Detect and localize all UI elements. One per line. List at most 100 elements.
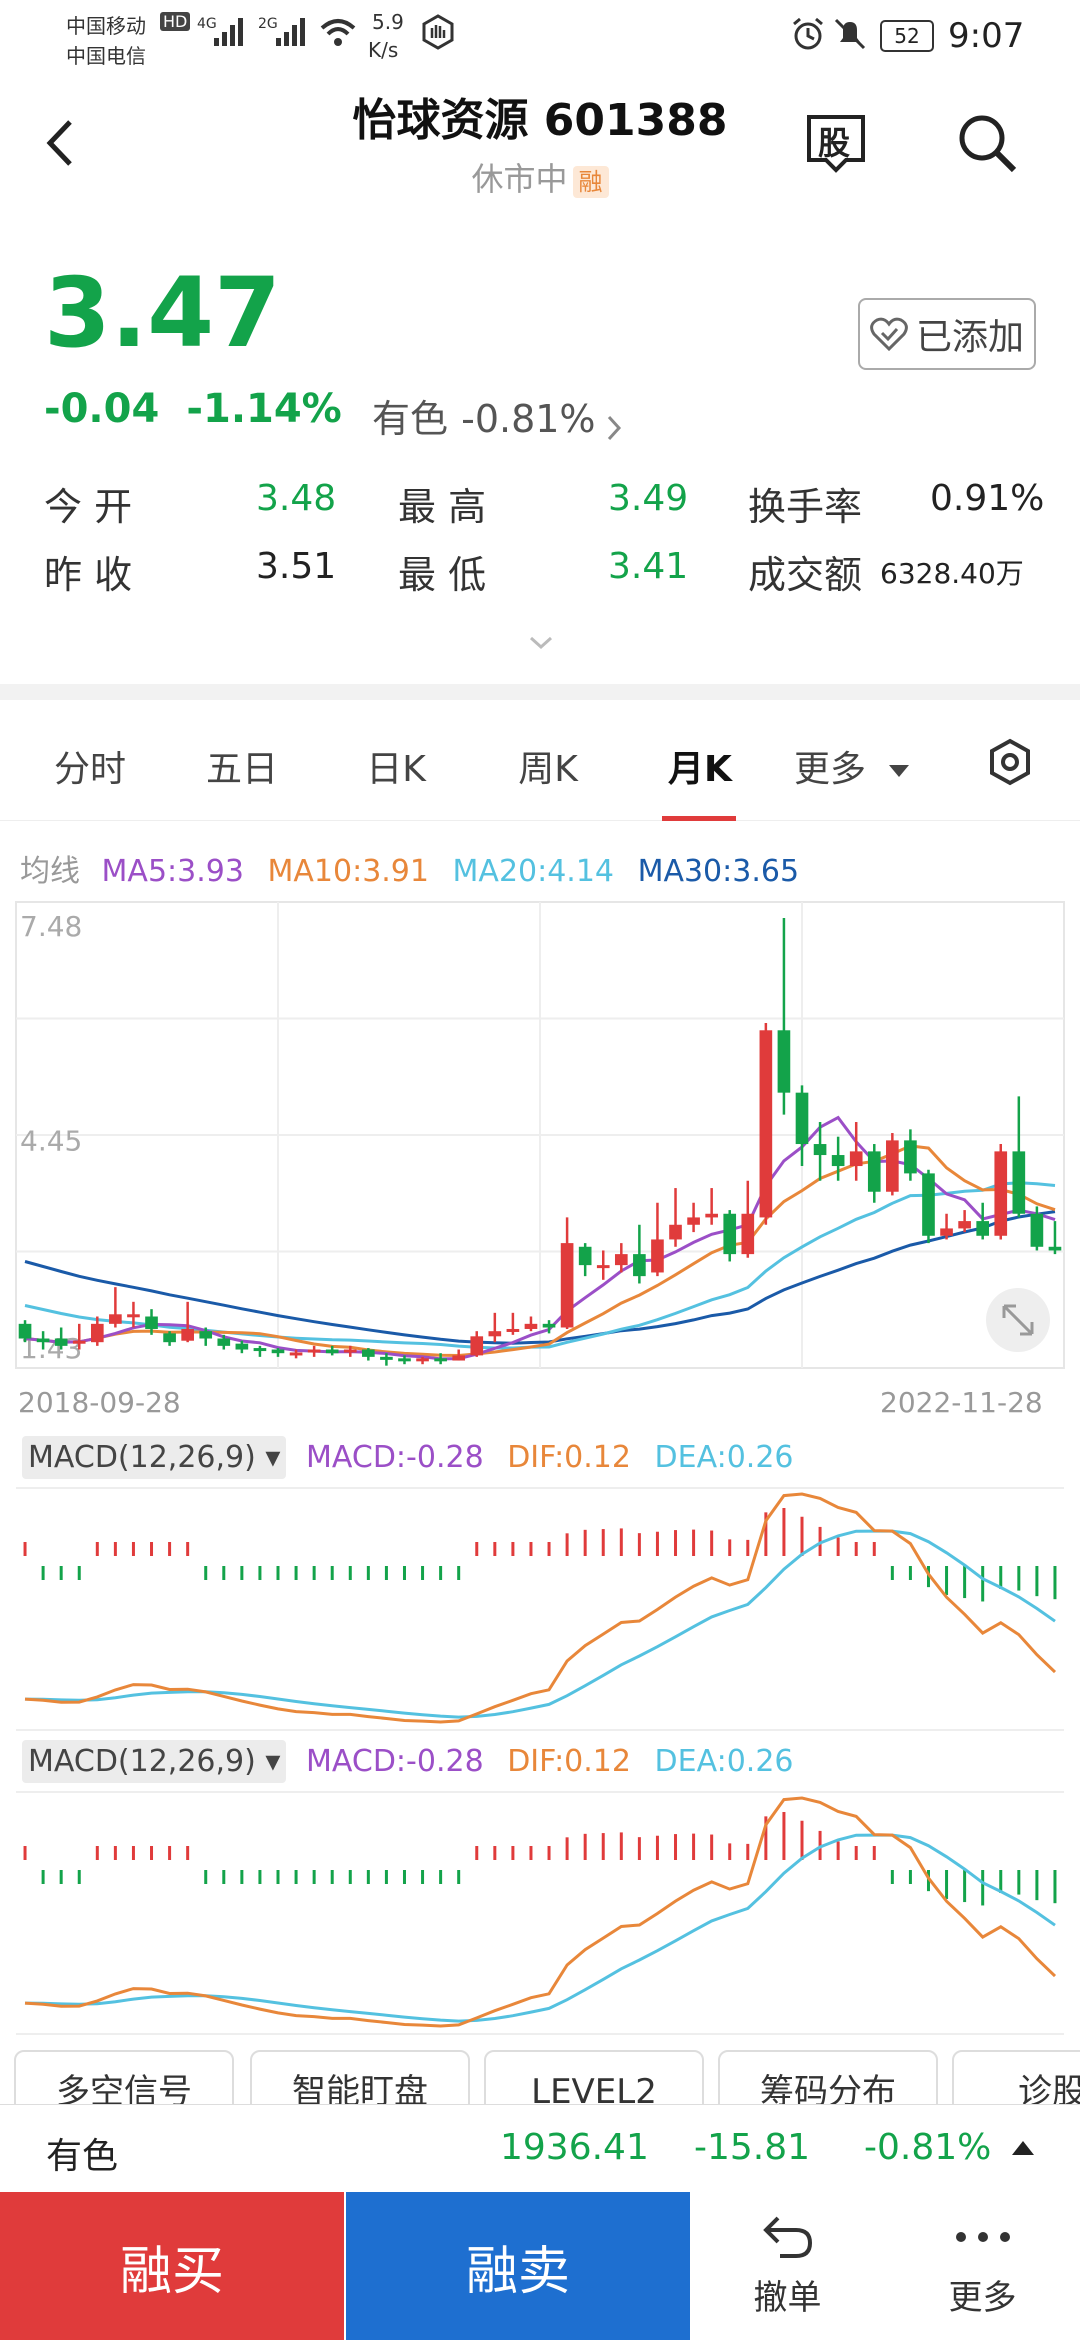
candle-body	[831, 1155, 845, 1167]
stat-value-amount: 6328.40万	[880, 557, 1024, 590]
margin-buy-button[interactable]: 融买	[0, 2192, 344, 2340]
candle-body	[723, 1213, 737, 1255]
ma5-value: MA5:3.93	[101, 854, 244, 889]
candle-body	[54, 1338, 68, 1346]
sector-change: -0.81%	[461, 397, 596, 441]
y-tick-label: 7.48	[20, 910, 82, 943]
candle-body	[705, 1213, 718, 1218]
current-price: 3.47	[44, 257, 281, 369]
battery-icon: 52	[880, 20, 934, 52]
sector-label: 有色	[372, 397, 449, 441]
tab-daily-k[interactable]: 日K	[366, 749, 426, 790]
candle-body	[90, 1323, 104, 1343]
back-icon[interactable]	[40, 118, 80, 168]
expand-up-icon[interactable]	[1010, 2137, 1036, 2159]
macd-value-2: MACD:-0.28	[306, 1744, 484, 1779]
macd-legend-2: MACD(12,26,9) ▾ MACD:-0.28 DIF:0.12 DEA:…	[22, 1740, 794, 1783]
candle-body	[867, 1151, 881, 1192]
more-label: 更多	[948, 2277, 1017, 2318]
active-tab-indicator	[662, 816, 736, 821]
candle-body	[849, 1151, 863, 1167]
tab-monthly-k[interactable]: 月K	[668, 749, 732, 790]
candle-body	[542, 1323, 556, 1328]
dif-value-1: DIF:0.12	[507, 1440, 631, 1475]
search-icon[interactable]	[956, 112, 1018, 174]
section-divider	[0, 684, 1080, 700]
function-button-row: 多空信号 智能盯盘 LEVEL2 筹码分布 诊股	[0, 2050, 1080, 2104]
net-speed-unit: K/s	[368, 38, 399, 62]
dea-value-2: DEA:0.26	[654, 1744, 794, 1779]
mute-icon	[834, 18, 866, 50]
margin-buy-label: 融买	[119, 2241, 224, 2302]
candle-body	[434, 1358, 447, 1362]
tab-weekly-k[interactable]: 周K	[518, 749, 578, 790]
macd-params-1: MACD(12,26,9)	[28, 1440, 256, 1475]
ma30-line	[24, 1210, 1056, 1345]
candle-body	[940, 1228, 953, 1236]
macd-chart-1[interactable]	[0, 1486, 1080, 1732]
tab-intraday[interactable]: 分时	[53, 749, 126, 790]
stat-value-low: 3.41	[608, 546, 689, 587]
chevron-right-icon	[607, 415, 621, 440]
more-dots-icon	[955, 2231, 1010, 2242]
change-percent: -1.14%	[186, 386, 342, 432]
ma-legend: 均线 MA5:3.93 MA10:3.91 MA20:4.14 MA30:3.6…	[20, 846, 799, 890]
expand-chevron-icon[interactable]	[528, 634, 554, 652]
dif-line	[24, 1492, 1057, 1724]
ma5-line	[24, 1115, 1056, 1361]
diagnose-stock-button[interactable]: 诊股	[952, 2050, 1080, 2104]
candle-body	[1048, 1246, 1062, 1251]
macd-selector-1[interactable]: MACD(12,26,9) ▾	[22, 1436, 287, 1479]
candle-body	[470, 1336, 484, 1356]
ma10-value: MA10:3.91	[267, 854, 429, 889]
long-short-signal-button[interactable]: 多空信号	[14, 2050, 234, 2104]
stats-grid: 今 开 3.48 最 高 3.49 换手率 0.91% 昨 收 3.51 最 低…	[0, 470, 1080, 600]
candle-body	[958, 1221, 971, 1229]
smart-watch-button[interactable]: 智能盯盘	[250, 2050, 470, 2104]
more-menu-button[interactable]: 更多	[885, 2192, 1080, 2340]
chart-tabs: 分时 五日 日K 周K 月K 更多	[0, 700, 1080, 821]
candle-body	[18, 1323, 32, 1339]
cancel-order-label: 撤单	[753, 2277, 822, 2318]
stat-value-open: 3.48	[256, 478, 337, 519]
candle-body	[669, 1224, 682, 1240]
candle-body	[289, 1352, 303, 1356]
network-4g: 4G	[197, 16, 217, 32]
added-watchlist-button[interactable]: 已添加	[858, 298, 1036, 370]
macd-selector-2[interactable]: MACD(12,26,9) ▾	[22, 1740, 287, 1783]
monthly-k-chart[interactable]: 7.484.451.43	[0, 900, 1080, 1370]
stock-info-button[interactable]: 股	[806, 114, 866, 173]
candle-body	[651, 1239, 664, 1273]
candle-body	[904, 1140, 917, 1174]
margin-sell-button[interactable]: 融卖	[346, 2192, 690, 2340]
ma-legend-title: 均线	[20, 854, 80, 889]
level2-button[interactable]: LEVEL2	[484, 2050, 704, 2104]
candle-body	[488, 1331, 502, 1337]
candle-body	[307, 1349, 321, 1353]
change-value: -0.04	[44, 386, 160, 432]
tab-five-day[interactable]: 五日	[205, 749, 278, 790]
stat-label-amount: 成交额	[748, 553, 863, 597]
trade-status: 休市中 融	[0, 154, 1080, 200]
stat-value-high: 3.49	[608, 478, 689, 519]
stat-value-turnover: 0.91%	[930, 478, 1045, 519]
tab-more[interactable]: 更多	[794, 740, 911, 792]
cancel-order-button[interactable]: 撤单	[690, 2192, 885, 2340]
sector-link[interactable]: 有色 -0.81%	[372, 388, 623, 443]
stat-label-turnover: 换手率	[748, 485, 863, 529]
stat-label-high: 最 高	[398, 485, 487, 529]
candle-body	[614, 1254, 628, 1266]
macd-chart-2[interactable]	[0, 1790, 1080, 2036]
chip-distribution-button[interactable]: 筹码分布	[718, 2050, 938, 2104]
tab-more-label: 更多	[794, 749, 867, 790]
settings-hexagon-icon[interactable]	[986, 738, 1034, 786]
x-axis-start-date: 2018-09-28	[18, 1386, 181, 1419]
candle-body	[524, 1323, 538, 1329]
dif-value-2: DIF:0.12	[507, 1744, 631, 1779]
candle-body	[36, 1338, 50, 1343]
candle-body	[253, 1348, 267, 1352]
candle-body	[416, 1358, 429, 1362]
candle-body	[398, 1358, 411, 1362]
index-bar[interactable]: 有色 1936.41 -15.81 -0.81%	[0, 2104, 1080, 2191]
heart-check-icon	[870, 317, 908, 351]
